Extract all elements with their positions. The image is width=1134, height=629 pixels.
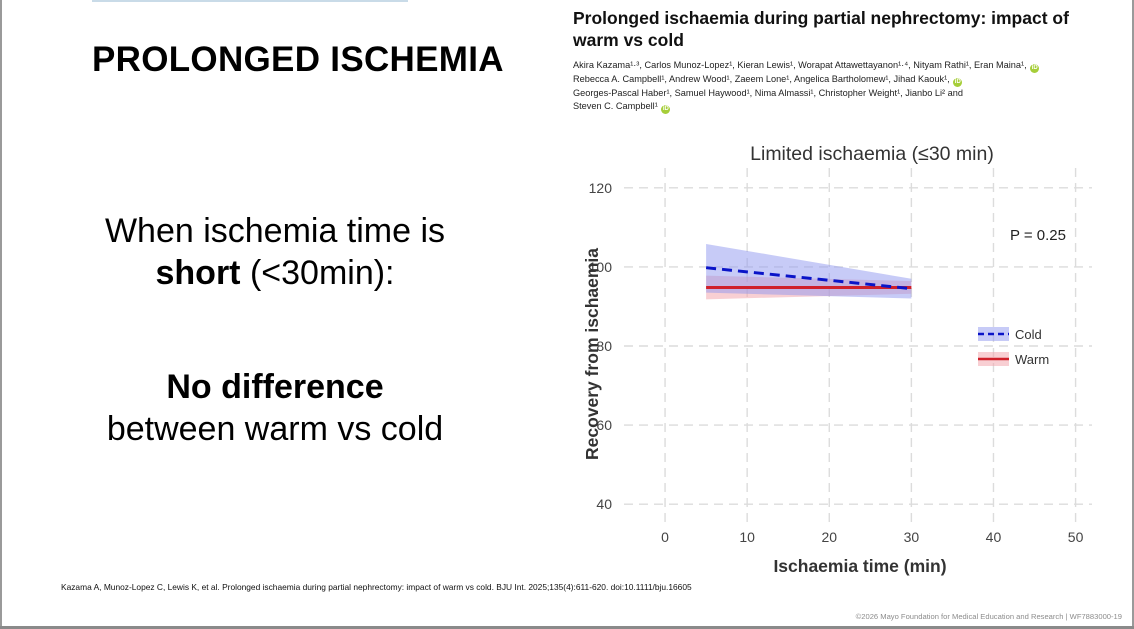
ribbon-cold <box>706 243 912 299</box>
x-tick-label: 40 <box>986 529 1002 545</box>
orcid-icon: iD <box>953 78 963 87</box>
y-tick-label: 100 <box>589 259 613 275</box>
y-tick-label: 80 <box>596 338 612 354</box>
slide-left-border <box>0 0 2 629</box>
authors-text: Georges-Pascal Haber¹, Samuel Haywood¹, … <box>573 88 963 98</box>
x-tick-label: 0 <box>661 529 669 545</box>
slide-right-border <box>1132 0 1134 629</box>
orcid-icon: iD <box>661 105 671 115</box>
statement-line-1: When ischemia time is <box>104 212 446 250</box>
y-tick-label: 60 <box>596 417 612 433</box>
orcid-icon: iD <box>1030 64 1040 73</box>
statement-rest: (<30min): <box>240 254 395 292</box>
authors-text: Akira Kazama¹·³, Carlos Munoz-Lopez¹, Ki… <box>573 60 1027 70</box>
legend-label-cold: Cold <box>1015 327 1042 342</box>
authors-line: Steven C. Campbell¹ iD <box>573 100 1128 115</box>
statement-block: When ischemia time is short (<30min): <box>60 210 490 294</box>
y-axis-label: Recovery from ischaemia <box>582 248 602 460</box>
ischaemia-chart: 0 10 20 30 40 50 40 60 80 100 120 Limited ischaemia… <box>582 143 1092 576</box>
authors-text: Steven C. Campbell¹ <box>573 101 658 112</box>
top-accent-bar <box>92 0 408 2</box>
x-tick-label: 20 <box>821 529 837 545</box>
series-line-cold <box>705 266 912 291</box>
x-tick-label: 50 <box>1068 529 1084 545</box>
authors-line: Rebecca A. Campbell¹, Andrew Wood¹, Zaee… <box>573 73 1128 87</box>
paper-title: Prolonged ischaemia during partial nephr… <box>573 8 1069 50</box>
statement-line-2: short (<30min): <box>60 252 490 294</box>
y-tick-label: 120 <box>589 180 613 196</box>
conclusion-text: between warm vs cold <box>106 410 444 448</box>
authors-line: Georges-Pascal Haber¹, Samuel Haywood¹, … <box>573 87 1128 100</box>
conclusion-heading: No difference <box>166 368 384 406</box>
copyright: ©2026 Mayo Foundation for Medical Educat… <box>855 612 1122 621</box>
authors-line: Akira Kazama¹·³, Carlos Munoz-Lopez¹, Ki… <box>573 59 1128 73</box>
p-value-annotation: P = 0.25 <box>1010 227 1066 244</box>
conclusion-block: No difference between warm vs cold <box>60 366 490 450</box>
x-axis-label: Ischaemia time (min) <box>773 556 946 576</box>
chart-title: Limited ischaemia (≤30 min) <box>750 143 994 165</box>
legend-label-warm: Warm <box>1015 352 1049 367</box>
x-tick-label: 30 <box>904 529 920 545</box>
citation: Kazama A, Munoz-Lopez C, Lewis K, et al.… <box>61 582 692 592</box>
slide-bottom-border <box>0 626 1134 629</box>
authors-text: Rebecca A. Campbell¹, Andrew Wood¹, Zaee… <box>573 74 950 84</box>
y-tick-label: 40 <box>596 496 612 512</box>
x-tick-label: 10 <box>739 529 755 545</box>
paper-authors: Akira Kazama¹·³, Carlos Munoz-Lopez¹, Ki… <box>573 59 1128 115</box>
slide-title: PROLONGED ISCHEMIA <box>92 40 504 79</box>
statement-emphasis: short <box>155 254 241 292</box>
